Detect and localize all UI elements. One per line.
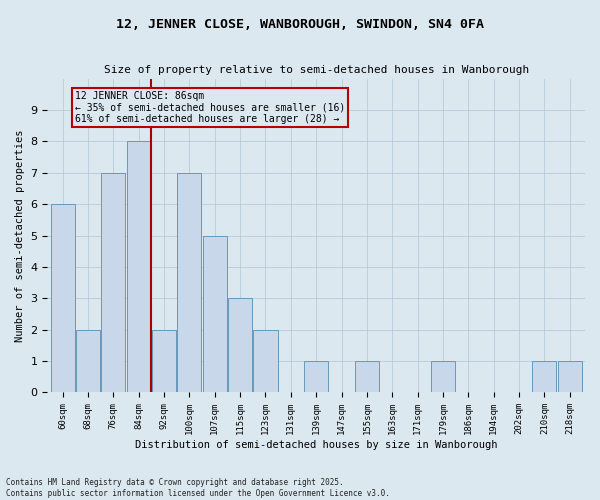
Bar bbox=[431, 361, 455, 392]
Bar bbox=[558, 361, 582, 392]
Bar bbox=[304, 361, 328, 392]
Title: Size of property relative to semi-detached houses in Wanborough: Size of property relative to semi-detach… bbox=[104, 65, 529, 75]
Bar bbox=[127, 142, 151, 392]
Text: 12, JENNER CLOSE, WANBOROUGH, SWINDON, SN4 0FA: 12, JENNER CLOSE, WANBOROUGH, SWINDON, S… bbox=[116, 18, 484, 30]
Bar bbox=[532, 361, 556, 392]
Bar bbox=[76, 330, 100, 392]
Bar bbox=[355, 361, 379, 392]
Bar bbox=[101, 172, 125, 392]
Y-axis label: Number of semi-detached properties: Number of semi-detached properties bbox=[15, 130, 25, 342]
Bar bbox=[253, 330, 278, 392]
Text: 12 JENNER CLOSE: 86sqm
← 35% of semi-detached houses are smaller (16)
61% of sem: 12 JENNER CLOSE: 86sqm ← 35% of semi-det… bbox=[75, 91, 346, 124]
Bar bbox=[152, 330, 176, 392]
X-axis label: Distribution of semi-detached houses by size in Wanborough: Distribution of semi-detached houses by … bbox=[135, 440, 497, 450]
Bar bbox=[178, 172, 202, 392]
Bar bbox=[203, 236, 227, 392]
Bar bbox=[228, 298, 252, 392]
Bar bbox=[50, 204, 74, 392]
Text: Contains HM Land Registry data © Crown copyright and database right 2025.
Contai: Contains HM Land Registry data © Crown c… bbox=[6, 478, 390, 498]
